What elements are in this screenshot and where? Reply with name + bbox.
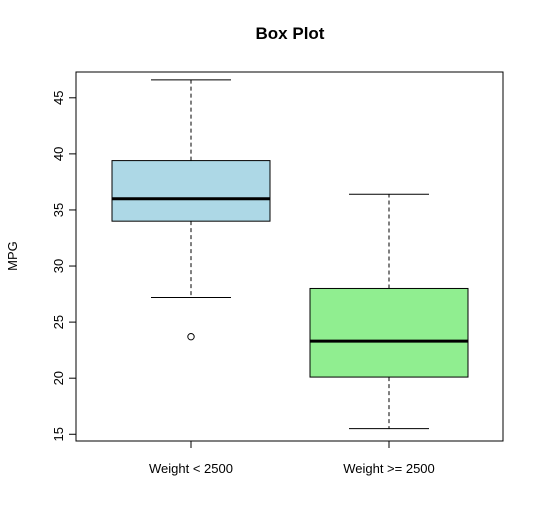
- y-axis-title: MPG: [5, 241, 20, 271]
- y-tick-label: 45: [51, 91, 66, 105]
- y-tick-label: 35: [51, 203, 66, 217]
- plot-area: 15 20 25 30 35 40 45 Weight < 2500 Weight >= 250…: [51, 71, 504, 476]
- x-tick-label: Weight < 2500: [149, 461, 233, 476]
- box-iqr: [111, 160, 271, 222]
- box-iqr: [309, 287, 469, 378]
- y-tick-label: 15: [51, 427, 66, 441]
- chart-title: Box Plot: [256, 24, 325, 43]
- y-tick-label: 40: [51, 147, 66, 161]
- y-tick-label: 30: [51, 259, 66, 273]
- x-tick-label: Weight >= 2500: [343, 461, 435, 476]
- plot-frame: [75, 71, 504, 442]
- y-tick-label: 25: [51, 315, 66, 329]
- outlier-point: [187, 332, 195, 341]
- y-tick-label: 20: [51, 371, 66, 385]
